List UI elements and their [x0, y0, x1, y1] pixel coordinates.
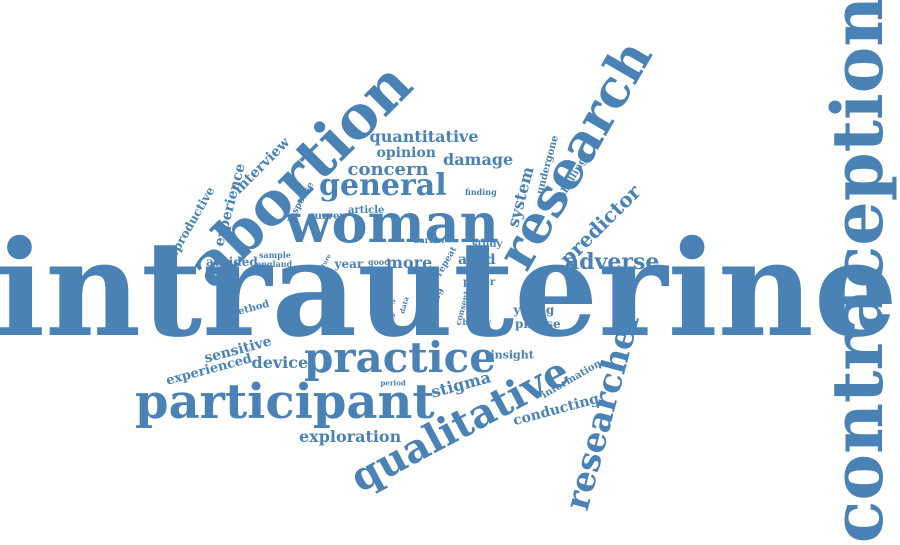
word-more: more [386, 253, 433, 272]
word-quantitative: quantitative [369, 127, 479, 146]
word-talk: talk [420, 271, 434, 278]
word-barrier: barrier [414, 235, 446, 245]
word-practice: practice [304, 333, 496, 382]
word-able: able [376, 310, 396, 320]
word-finding: finding [465, 187, 497, 197]
word-aged: aged [458, 252, 496, 268]
word-woman: woman [285, 191, 499, 255]
word-damage: damage [443, 150, 514, 169]
word-young: young [513, 303, 555, 317]
word-avoided: avoided [206, 255, 258, 269]
word-article: article [348, 205, 385, 216]
word-need: need [377, 272, 394, 279]
word-period: period [380, 378, 406, 388]
word-study: study [472, 239, 503, 250]
word-paper: paper [463, 277, 496, 288]
word-sample: sample [259, 250, 291, 260]
word-opinion: opinion [376, 145, 436, 161]
word-participant: participant [135, 374, 435, 430]
word-adverse: adverse [565, 249, 660, 275]
word-intrauterine: intrauterine [0, 212, 898, 367]
word-role: role [378, 296, 396, 306]
word-insight: insight [490, 348, 534, 362]
word-contraception: contraception [816, 0, 900, 544]
word-concern: concern [347, 159, 429, 180]
word-good: good [368, 257, 390, 267]
word-general: general [319, 168, 447, 203]
word-exploration: exploration [299, 427, 402, 446]
word-device: device [251, 353, 309, 372]
word-binary: binary [462, 317, 492, 327]
word-proc: proc [377, 280, 393, 287]
word-year: year [334, 257, 364, 271]
word-england: england [256, 259, 293, 269]
word-phrase: phrase [515, 317, 561, 331]
word-survey: survey [309, 211, 346, 222]
